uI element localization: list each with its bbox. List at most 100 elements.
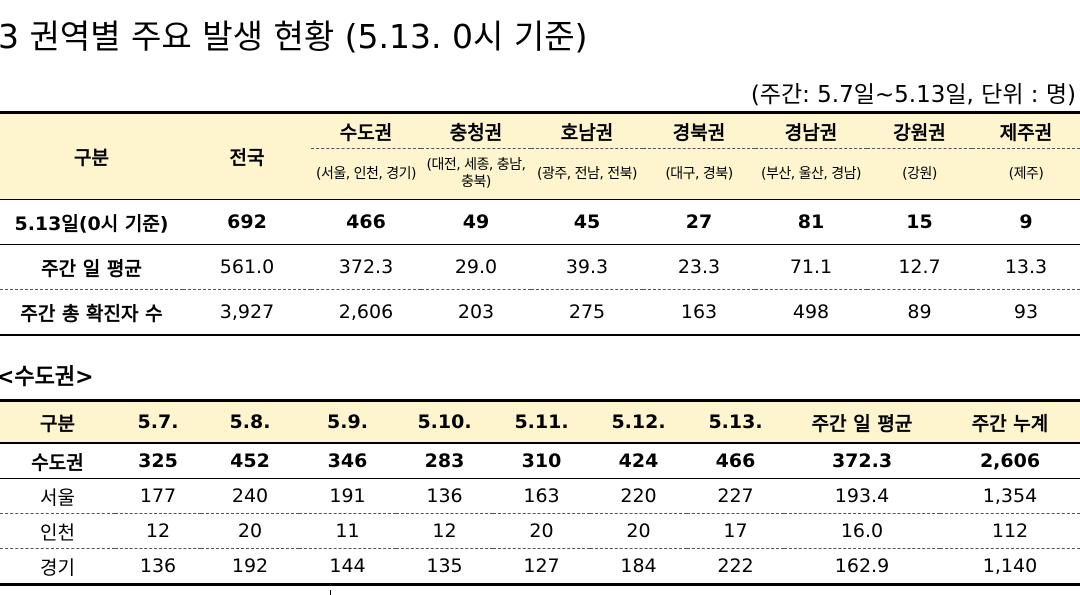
region-name: 제주권 <box>972 111 1080 149</box>
table-row: 경기 136 192 144 135 127 184 222 162.9 1,1… <box>0 548 1080 586</box>
column-header: 5.11. <box>493 399 590 444</box>
cell: 1,140 <box>940 548 1080 586</box>
cell: 162.9 <box>784 548 940 586</box>
table-row: 서울 177 240 191 136 163 220 227 193.4 1,3… <box>0 478 1080 514</box>
column-header: 구분 <box>0 399 115 444</box>
cell: 20 <box>493 513 590 549</box>
capital-area-table: 구분 5.7. 5.8. 5.9. 5.10. 5.11. 5.12. 5.13… <box>0 399 1080 586</box>
region-name: 경북권 <box>643 111 755 149</box>
divider <box>330 590 331 595</box>
cell: 191 <box>299 478 396 514</box>
region-name: 강원권 <box>867 111 972 149</box>
cell: 372.3 <box>784 443 940 479</box>
cell: 325 <box>115 443 201 479</box>
table-header-row: 구분 5.7. 5.8. 5.9. 5.10. 5.11. 5.12. 5.13… <box>0 399 1080 444</box>
table-row: 인천 12 20 11 12 20 20 17 16.0 112 <box>0 513 1080 549</box>
cell: 136 <box>396 478 493 514</box>
cell: 23.3 <box>643 244 755 290</box>
cell: 12 <box>115 513 201 549</box>
cell: 220 <box>590 478 687 514</box>
cell: 17 <box>687 513 784 549</box>
cell: 310 <box>493 443 590 479</box>
cell: 561.0 <box>183 244 311 290</box>
region-name: 충청권 <box>421 111 531 149</box>
cell: 692 <box>183 199 311 245</box>
region-sub: (부산, 울산, 경남) <box>755 148 867 200</box>
cell: 452 <box>201 443 299 479</box>
cell: 2,606 <box>311 289 421 336</box>
cell: 163 <box>643 289 755 336</box>
column-header: 5.7. <box>115 399 201 444</box>
row-label: 주간 총 확진자 수 <box>0 289 183 336</box>
cell: 177 <box>115 478 201 514</box>
column-header: 5.9. <box>299 399 396 444</box>
table-row: 수도권 325 452 346 283 310 424 466 372.3 2,… <box>0 443 1080 479</box>
region-sub: (광주, 전남, 전북) <box>531 148 643 200</box>
cell: 13.3 <box>972 244 1080 290</box>
regional-summary-table: 구분 전국 수도권 충청권 호남권 경북권 경남권 강원권 제주권 (서울, 인… <box>0 111 1080 336</box>
cell: 283 <box>396 443 493 479</box>
region-sub: (강원) <box>867 148 972 200</box>
row-weekly-avg: 주간 일 평균 561.0 372.3 29.0 39.3 23.3 71.1 … <box>0 244 1080 290</box>
cell: 192 <box>201 548 299 586</box>
cell: 27 <box>643 199 755 245</box>
column-header: 5.13. <box>687 399 784 444</box>
cell: 240 <box>201 478 299 514</box>
cell: 466 <box>311 199 421 245</box>
column-header: 5.8. <box>201 399 299 444</box>
region-sub: (대전, 세종, 충남, 충북) <box>421 148 531 200</box>
cell: 9 <box>972 199 1080 245</box>
cell: 372.3 <box>311 244 421 290</box>
cell: 193.4 <box>784 478 940 514</box>
cell: 346 <box>299 443 396 479</box>
cell: 135 <box>396 548 493 586</box>
cell: 12.7 <box>867 244 972 290</box>
cell: 39.3 <box>531 244 643 290</box>
cell: 1,354 <box>940 478 1080 514</box>
cell: 20 <box>201 513 299 549</box>
column-header: 주간 누계 <box>940 399 1080 444</box>
unit-note: (주간: 5.7일~5.13일, 단위 : 명) <box>750 82 1076 108</box>
cell: 수도권 <box>0 443 115 479</box>
cell: 16.0 <box>784 513 940 549</box>
header-label: 구분 <box>0 111 183 200</box>
row-weekly-total: 주간 총 확진자 수 3,927 2,606 203 275 163 498 8… <box>0 289 1080 336</box>
cell: 2,606 <box>940 443 1080 479</box>
cell: 112 <box>940 513 1080 549</box>
page-title: 3 권역별 주요 발생 현황 (5.13. 0시 기준) <box>0 17 588 56</box>
cell: 81 <box>755 199 867 245</box>
section-subheading: <수도권> <box>0 365 94 390</box>
cell: 144 <box>299 548 396 586</box>
cell: 163 <box>493 478 590 514</box>
cell: 275 <box>531 289 643 336</box>
column-header: 주간 일 평균 <box>784 399 940 444</box>
region-sub: (대구, 경북) <box>643 148 755 200</box>
cell: 71.1 <box>755 244 867 290</box>
region-name: 수도권 <box>311 111 421 149</box>
header-total: 전국 <box>183 111 311 200</box>
cell: 11 <box>299 513 396 549</box>
cell: 서울 <box>0 478 115 514</box>
cell: 20 <box>590 513 687 549</box>
cell: 89 <box>867 289 972 336</box>
cell: 경기 <box>0 548 115 586</box>
cell: 222 <box>687 548 784 586</box>
cell: 184 <box>590 548 687 586</box>
region-sub: (서울, 인천, 경기) <box>311 148 421 200</box>
cell: 45 <box>531 199 643 245</box>
column-header: 5.10. <box>396 399 493 444</box>
cell: 29.0 <box>421 244 531 290</box>
cell: 인천 <box>0 513 115 549</box>
row-label: 주간 일 평균 <box>0 244 183 290</box>
cell: 203 <box>421 289 531 336</box>
column-header: 5.12. <box>590 399 687 444</box>
cell: 466 <box>687 443 784 479</box>
cell: 3,927 <box>183 289 311 336</box>
region-name: 호남권 <box>531 111 643 149</box>
cell: 227 <box>687 478 784 514</box>
cell: 424 <box>590 443 687 479</box>
cell: 49 <box>421 199 531 245</box>
cell: 498 <box>755 289 867 336</box>
cell: 136 <box>115 548 201 586</box>
cell: 12 <box>396 513 493 549</box>
